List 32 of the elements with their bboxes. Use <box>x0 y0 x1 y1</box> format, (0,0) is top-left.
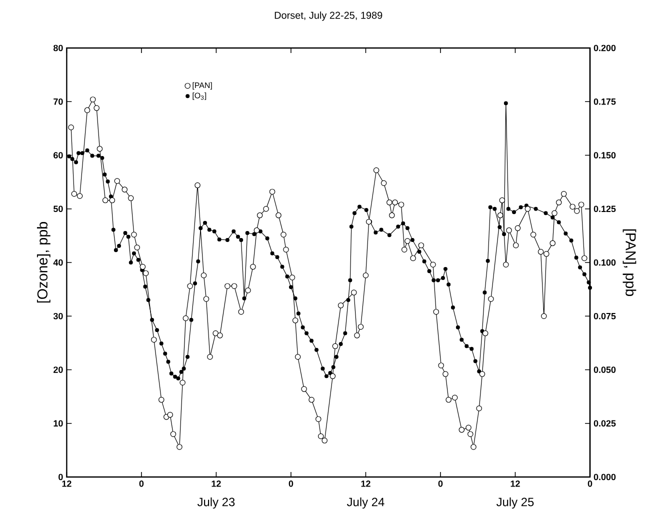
text: July 25 <box>496 497 534 509</box>
x-tick-label: 12 <box>361 480 370 487</box>
y-axis-title: [Ozone], ppb <box>36 222 50 303</box>
x-tick-label: 0 <box>288 480 294 487</box>
y-tick-label: 80 <box>53 44 63 52</box>
y2-tick-label: 0.000 <box>594 474 616 480</box>
y2-tick-label: 0.125 <box>594 206 616 212</box>
text: July 24 <box>346 497 384 509</box>
chart-title: Dorset, July 22-25, 1989 <box>274 12 382 21</box>
text: July 23 <box>197 497 235 509</box>
y2-axis-title: [PAN], ppb <box>622 229 636 296</box>
x-tick-label: 12 <box>62 480 72 487</box>
y2-tick-label: 0.100 <box>594 259 616 266</box>
y2-tick-label: 0.150 <box>594 152 616 158</box>
y-tick-label: 10 <box>54 420 63 427</box>
y2-tick-label: 0.025 <box>594 420 616 427</box>
y2-tick-label: 0.050 <box>594 366 616 373</box>
x-tick-label: 0 <box>588 480 592 487</box>
y-tick-label: 30 <box>53 312 63 320</box>
y2-tick-label: 0.075 <box>594 312 616 320</box>
y-tick-label: 0 <box>58 474 63 480</box>
y-tick-label: 40 <box>53 259 63 266</box>
x-tick-label: 0 <box>438 480 443 487</box>
y-tick-label: 20 <box>54 366 63 373</box>
y2-tick-label: 0.200 <box>594 44 616 52</box>
x-tick-label: 0 <box>139 480 144 487</box>
y-tick-label: 50 <box>53 206 63 212</box>
x-tick-label: 12 <box>212 480 221 487</box>
y2-tick-label: 0.175 <box>594 98 616 105</box>
x-tick-label: 12 <box>510 480 520 487</box>
y-tick-label: 60 <box>54 152 63 158</box>
y-tick-label: 70 <box>54 98 63 105</box>
